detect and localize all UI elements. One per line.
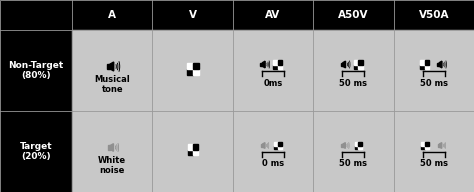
Bar [192, 150, 198, 155]
Bar [188, 150, 192, 155]
Bar [421, 146, 425, 149]
Bar [354, 60, 358, 65]
Bar [420, 65, 425, 69]
Bar [355, 146, 358, 149]
Text: A50V: A50V [338, 10, 369, 20]
Polygon shape [438, 144, 439, 147]
Polygon shape [263, 143, 265, 148]
Text: Musical
tone: Musical tone [94, 75, 130, 94]
Bar [72, 111, 474, 192]
Text: 50 ms: 50 ms [420, 79, 448, 88]
Text: 0ms: 0ms [264, 79, 283, 88]
Bar [0, 0, 474, 30]
Bar [274, 146, 278, 149]
Text: White
noise: White noise [98, 156, 126, 175]
Bar [425, 142, 428, 146]
Text: 0 ms: 0 ms [262, 160, 284, 169]
Bar [192, 63, 199, 69]
Bar [278, 60, 283, 65]
Text: Non-Target
(80%): Non-Target (80%) [9, 61, 64, 80]
Bar [274, 142, 278, 146]
Bar [358, 146, 362, 149]
Text: Target
(20%): Target (20%) [20, 142, 52, 161]
Text: V50A: V50A [419, 10, 449, 20]
Bar [425, 65, 429, 69]
Polygon shape [110, 62, 114, 71]
Bar [192, 69, 199, 74]
Bar [187, 63, 192, 69]
Bar [358, 60, 363, 65]
Text: 50 ms: 50 ms [420, 160, 448, 169]
Bar [278, 142, 282, 146]
Polygon shape [107, 64, 110, 69]
Polygon shape [343, 143, 346, 148]
Bar [278, 146, 282, 149]
Bar [0, 30, 72, 111]
Polygon shape [343, 61, 346, 68]
Polygon shape [263, 61, 265, 68]
Polygon shape [108, 145, 110, 150]
Bar [273, 60, 278, 65]
Text: 50 ms: 50 ms [339, 160, 367, 169]
Text: 50 ms: 50 ms [339, 79, 367, 88]
Bar [188, 144, 192, 150]
Bar [273, 65, 278, 69]
Polygon shape [341, 144, 343, 147]
Bar [187, 69, 192, 74]
Text: A: A [108, 10, 116, 20]
Bar [358, 142, 362, 146]
Polygon shape [341, 63, 343, 66]
Bar [278, 65, 283, 69]
Bar [355, 142, 358, 146]
Bar [358, 65, 363, 69]
Bar [425, 60, 429, 65]
Bar [354, 65, 358, 69]
Polygon shape [439, 143, 442, 148]
Bar [192, 144, 198, 150]
Bar [72, 30, 474, 111]
Bar [421, 142, 425, 146]
Text: AV: AV [265, 10, 281, 20]
Polygon shape [260, 63, 263, 66]
Bar [0, 111, 72, 192]
Polygon shape [437, 63, 439, 66]
Polygon shape [261, 144, 263, 147]
Text: V: V [189, 10, 197, 20]
Bar [425, 146, 428, 149]
Polygon shape [110, 144, 113, 151]
Polygon shape [439, 61, 442, 68]
Bar [420, 60, 425, 65]
